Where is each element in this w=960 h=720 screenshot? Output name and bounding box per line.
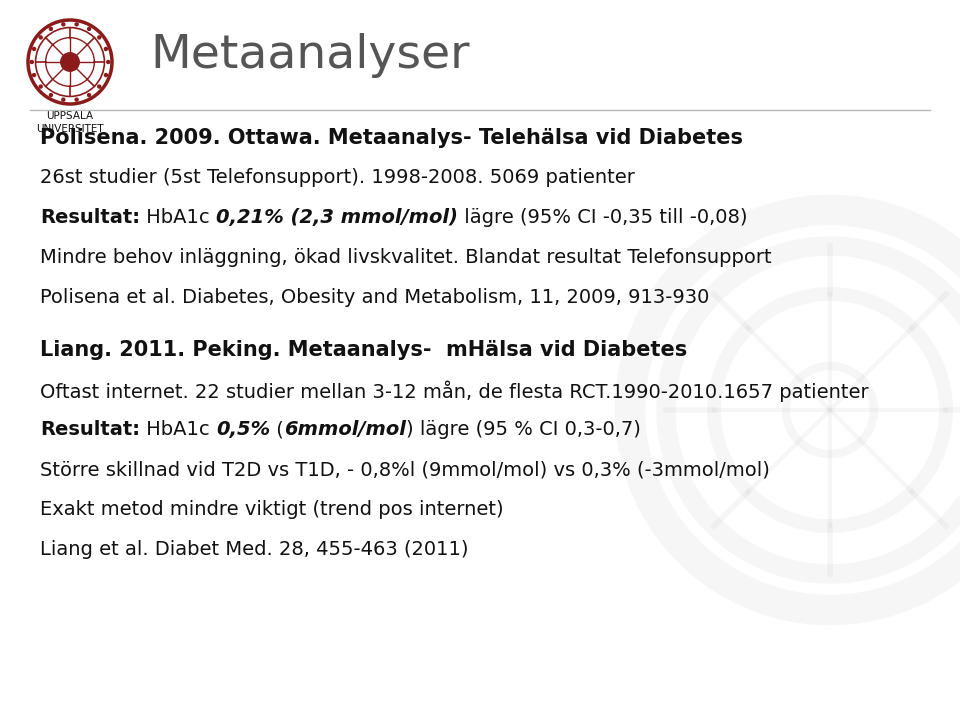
Circle shape — [105, 48, 108, 50]
Circle shape — [75, 23, 78, 26]
Text: UPPSALA
UNIVERSITET: UPPSALA UNIVERSITET — [36, 111, 104, 134]
Circle shape — [60, 53, 80, 71]
Circle shape — [33, 48, 36, 50]
Circle shape — [75, 98, 78, 101]
Circle shape — [49, 94, 53, 96]
Text: Polisena et al. Diabetes, Obesity and Metabolism, 11, 2009, 913-930: Polisena et al. Diabetes, Obesity and Me… — [40, 288, 709, 307]
Text: lägre (95% CI -0,35 till -0,08): lägre (95% CI -0,35 till -0,08) — [458, 208, 747, 227]
Circle shape — [39, 85, 42, 88]
Text: 0,5%: 0,5% — [216, 420, 270, 439]
Text: HbA1c: HbA1c — [140, 208, 216, 227]
Circle shape — [87, 27, 90, 30]
Text: Större skillnad vid T2D vs T1D, - 0,8%l (9mmol/mol) vs 0,3% (-3mmol/mol): Större skillnad vid T2D vs T1D, - 0,8%l … — [40, 460, 770, 479]
Circle shape — [87, 94, 90, 96]
Text: Metaanalyser: Metaanalyser — [150, 32, 469, 78]
Text: HbA1c: HbA1c — [140, 420, 216, 439]
Text: Liang. 2011. Peking. Metaanalys-  mHälsa vid Diabetes: Liang. 2011. Peking. Metaanalys- mHälsa … — [40, 340, 687, 360]
Circle shape — [39, 36, 42, 39]
Text: Mindre behov inläggning, ökad livskvalitet. Blandat resultat Telefonsupport: Mindre behov inläggning, ökad livskvalit… — [40, 248, 772, 267]
Text: Liang et al. Diabet Med. 28, 455-463 (2011): Liang et al. Diabet Med. 28, 455-463 (20… — [40, 540, 468, 559]
Text: Exakt metod mindre viktigt (trend pos internet): Exakt metod mindre viktigt (trend pos in… — [40, 500, 504, 519]
Circle shape — [49, 27, 53, 30]
Circle shape — [61, 98, 65, 101]
Text: (: ( — [270, 420, 284, 439]
Circle shape — [98, 36, 101, 39]
Circle shape — [33, 73, 36, 76]
Text: 6mmol/mol: 6mmol/mol — [284, 420, 406, 439]
Circle shape — [105, 73, 108, 76]
Circle shape — [98, 85, 101, 88]
Text: Resultat:: Resultat: — [40, 420, 140, 439]
Text: 26st studier (5st Telefonsupport). 1998-2008. 5069 patienter: 26st studier (5st Telefonsupport). 1998-… — [40, 168, 635, 187]
Circle shape — [31, 60, 34, 63]
Text: Oftast internet. 22 studier mellan 3-12 mån, de flesta RCT.1990-2010.1657 patien: Oftast internet. 22 studier mellan 3-12 … — [40, 380, 869, 402]
Text: 0,21% (2,3 mmol/mol): 0,21% (2,3 mmol/mol) — [216, 208, 458, 227]
Circle shape — [61, 23, 65, 26]
Text: Polisena. 2009. Ottawa. Metaanalys- Telehälsa vid Diabetes: Polisena. 2009. Ottawa. Metaanalys- Tele… — [40, 128, 743, 148]
Text: ) lägre (95 % CI 0,3-0,7): ) lägre (95 % CI 0,3-0,7) — [406, 420, 640, 439]
Circle shape — [107, 60, 109, 63]
Text: Resultat:: Resultat: — [40, 208, 140, 227]
